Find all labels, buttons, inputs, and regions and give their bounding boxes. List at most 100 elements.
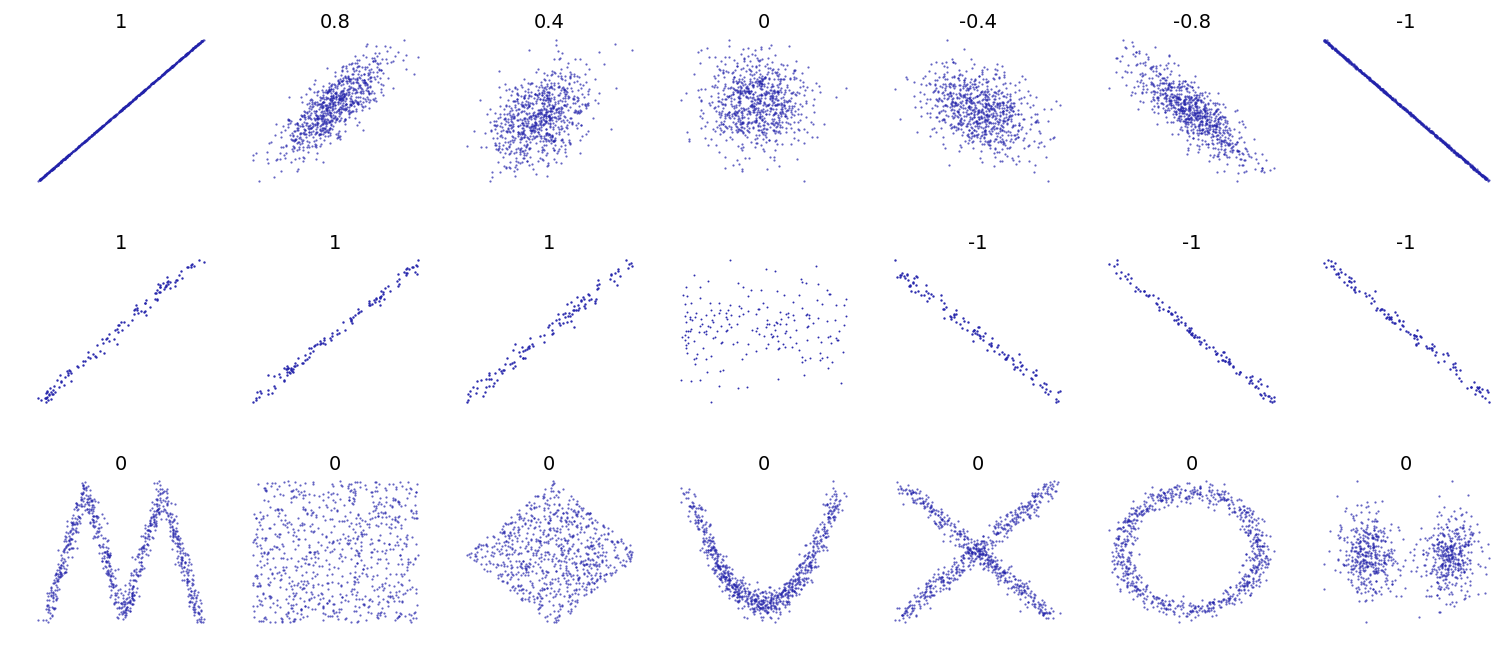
Point xyxy=(531,491,555,502)
Point xyxy=(54,560,79,570)
Point xyxy=(1154,93,1178,104)
Point xyxy=(739,118,764,129)
Point xyxy=(947,529,971,539)
Point xyxy=(987,98,1012,108)
Point xyxy=(730,77,754,88)
Point xyxy=(1435,140,1459,150)
Point xyxy=(1105,259,1129,269)
Point xyxy=(1122,523,1146,533)
Point xyxy=(386,47,410,58)
Point xyxy=(968,112,992,123)
Point xyxy=(95,570,119,581)
Point xyxy=(885,272,909,282)
Point xyxy=(541,145,565,155)
Point xyxy=(80,129,104,140)
Point xyxy=(1447,560,1471,570)
Point xyxy=(549,556,573,567)
Point xyxy=(975,550,999,560)
Point xyxy=(41,164,65,174)
Point xyxy=(995,519,1019,530)
Point xyxy=(82,517,106,527)
Point xyxy=(992,523,1016,533)
Point xyxy=(965,535,989,546)
Point xyxy=(517,113,541,123)
Point xyxy=(553,561,578,571)
Point xyxy=(53,541,77,551)
Point xyxy=(304,110,328,120)
Point xyxy=(705,561,729,572)
Point xyxy=(133,84,157,95)
Point xyxy=(507,548,531,558)
Point xyxy=(159,62,183,73)
Point xyxy=(922,518,947,528)
Point xyxy=(337,74,361,84)
Point xyxy=(603,552,627,562)
Point xyxy=(79,505,103,515)
Point xyxy=(1356,533,1380,544)
Point xyxy=(960,97,984,108)
Point xyxy=(957,132,981,143)
Point xyxy=(1415,550,1439,560)
Point xyxy=(526,105,550,116)
Point xyxy=(116,583,141,594)
Point xyxy=(1113,575,1137,585)
Point xyxy=(594,547,618,557)
Point xyxy=(124,304,148,315)
Point xyxy=(1355,71,1379,82)
Point xyxy=(801,318,826,328)
Point xyxy=(1182,97,1207,107)
Point xyxy=(1190,594,1214,605)
Point xyxy=(53,533,77,544)
Point xyxy=(1361,539,1385,549)
Point xyxy=(511,127,535,138)
Point xyxy=(537,536,561,546)
Point xyxy=(1155,493,1179,503)
Point xyxy=(984,563,1009,573)
Point xyxy=(1379,92,1403,102)
Point xyxy=(1015,583,1039,593)
Point xyxy=(943,97,968,108)
Point xyxy=(1190,112,1214,123)
Point xyxy=(183,42,207,52)
Point xyxy=(1113,515,1137,525)
Point xyxy=(159,509,183,519)
Point xyxy=(990,108,1015,118)
Point xyxy=(721,117,745,127)
Point xyxy=(51,546,76,557)
Point xyxy=(735,613,759,623)
Point xyxy=(1361,559,1385,569)
Point xyxy=(516,500,540,510)
Point xyxy=(537,87,561,97)
Point xyxy=(801,106,826,117)
Point xyxy=(995,118,1019,129)
Point xyxy=(147,476,171,486)
Point xyxy=(513,150,537,160)
Point xyxy=(699,543,723,553)
Point xyxy=(94,117,118,128)
Point xyxy=(715,579,739,589)
Point xyxy=(975,345,999,355)
Point xyxy=(1349,65,1373,75)
Point xyxy=(582,74,606,84)
Point xyxy=(458,552,482,562)
Point xyxy=(1465,165,1489,176)
Title: 1: 1 xyxy=(543,234,555,253)
Point xyxy=(110,103,135,114)
Point xyxy=(1362,520,1387,531)
Point xyxy=(546,576,570,586)
Point xyxy=(42,602,67,613)
Point xyxy=(1396,106,1420,117)
Point xyxy=(510,143,534,154)
Point xyxy=(1123,286,1148,297)
Point xyxy=(510,129,534,140)
Point xyxy=(142,77,166,88)
Point xyxy=(336,531,360,541)
Point xyxy=(298,123,322,133)
Point xyxy=(541,103,565,113)
Point xyxy=(1371,525,1396,535)
Point xyxy=(939,561,963,571)
Point xyxy=(1350,549,1374,559)
Point xyxy=(71,487,95,498)
Point xyxy=(534,134,558,144)
Point xyxy=(1016,86,1040,96)
